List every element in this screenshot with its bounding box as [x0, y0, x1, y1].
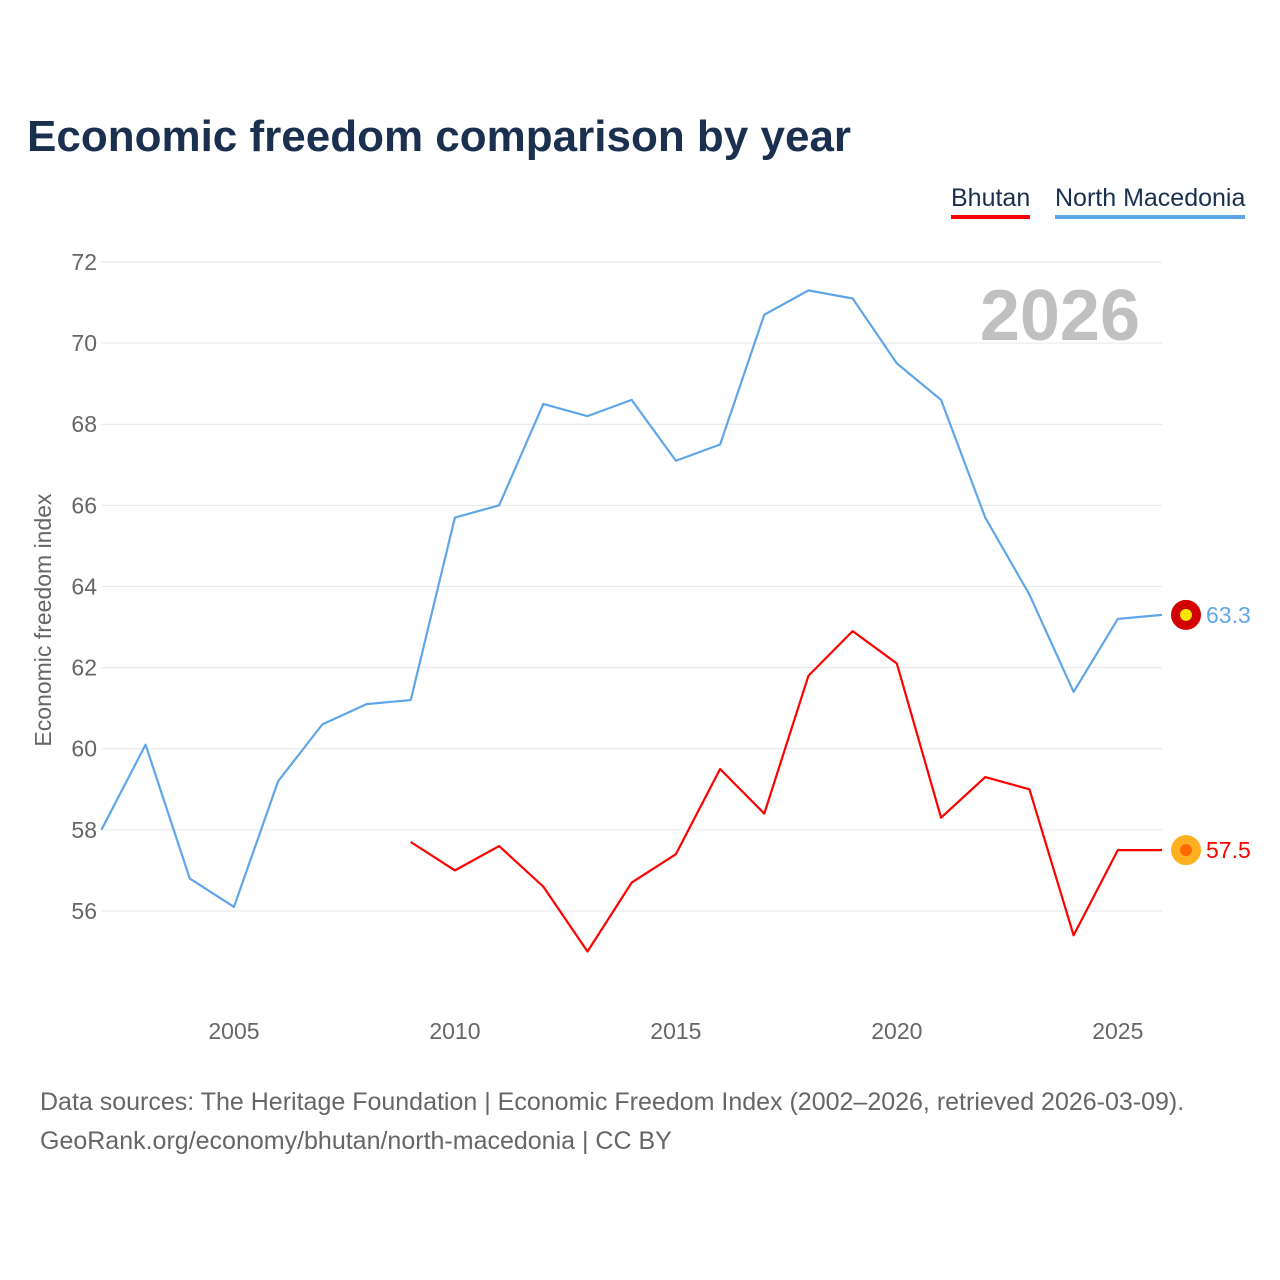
end-value-label: 57.5	[1206, 837, 1251, 863]
end-value-label: 63.3	[1206, 602, 1251, 628]
y-tick-label: 56	[71, 898, 97, 924]
series-line-north-macedonia	[100, 289, 1163, 909]
y-axis-label: Economic freedom index	[30, 493, 56, 747]
footer-link[interactable]: GeoRank.org/economy/bhutan/north-macedon…	[40, 1127, 672, 1155]
y-tick-label: 58	[71, 817, 97, 843]
y-tick-label: 70	[71, 330, 97, 356]
year-watermark: 2026	[980, 276, 1140, 356]
y-tick-label: 62	[71, 655, 97, 681]
x-tick-label: 2015	[650, 1018, 701, 1044]
y-tick-label: 66	[71, 492, 97, 518]
flag-emblem-icon	[1180, 844, 1192, 857]
y-tick-label: 72	[71, 249, 97, 275]
x-tick-label: 2025	[1092, 1018, 1143, 1044]
series-line-bhutan	[410, 629, 1162, 953]
x-tick-label: 2020	[871, 1018, 922, 1044]
footer-sources: Data sources: The Heritage Foundation | …	[40, 1088, 1185, 1116]
x-tick-label: 2010	[429, 1018, 480, 1044]
legend-bhutan[interactable]: Bhutan	[951, 184, 1031, 219]
x-tick-label: 2005	[208, 1018, 259, 1044]
y-tick-label: 60	[71, 736, 97, 762]
flag-emblem-icon	[1180, 608, 1192, 621]
y-tick-label: 64	[71, 573, 97, 599]
legend-north-macedonia[interactable]: North Macedonia	[1055, 184, 1246, 219]
chart-title: Economic freedom comparison by year	[27, 112, 852, 161]
y-tick-label: 68	[71, 411, 97, 437]
